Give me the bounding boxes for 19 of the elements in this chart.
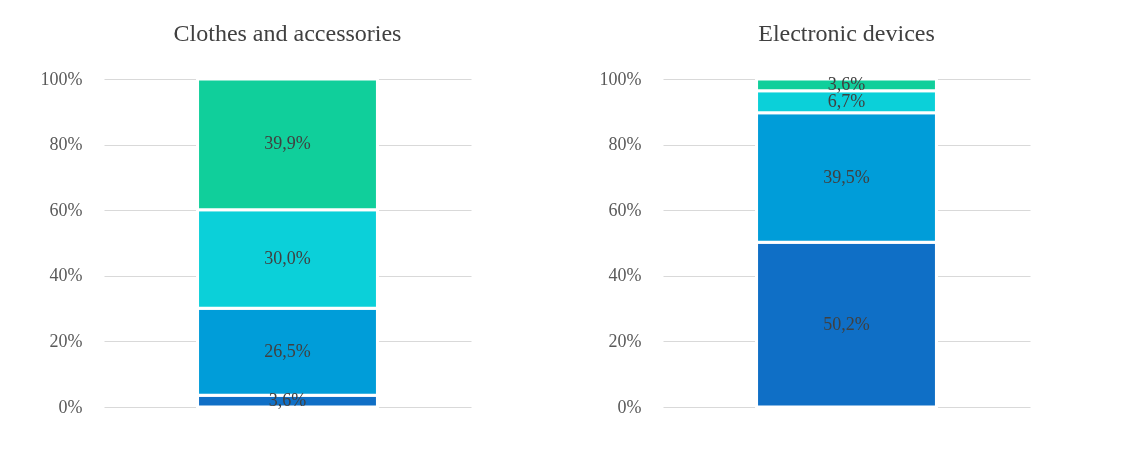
chart-title: Clothes and accessories — [173, 20, 402, 46]
y-tick-label: 80% — [608, 134, 642, 155]
y-tick-label: 100% — [599, 68, 642, 89]
y-tick-label: 20% — [49, 330, 83, 351]
y-tick-label: 0% — [58, 396, 83, 417]
y-tick-label: 80% — [49, 134, 83, 155]
y-tick-label: 100% — [40, 68, 83, 89]
y-tick-label: 20% — [608, 330, 642, 351]
data-label: 26,5% — [264, 340, 311, 361]
chart-title: Electronic devices — [758, 20, 935, 46]
y-tick-label: 40% — [608, 265, 642, 286]
data-label: 39,5% — [823, 166, 870, 187]
y-tick-label: 60% — [608, 199, 642, 220]
y-tick-label: 0% — [617, 396, 642, 417]
data-label: 50,2% — [823, 313, 870, 334]
y-tick-label: 40% — [49, 265, 83, 286]
data-label: 39,9% — [264, 133, 311, 154]
data-label: 30,0% — [264, 248, 311, 269]
y-tick-label: 60% — [49, 199, 83, 220]
